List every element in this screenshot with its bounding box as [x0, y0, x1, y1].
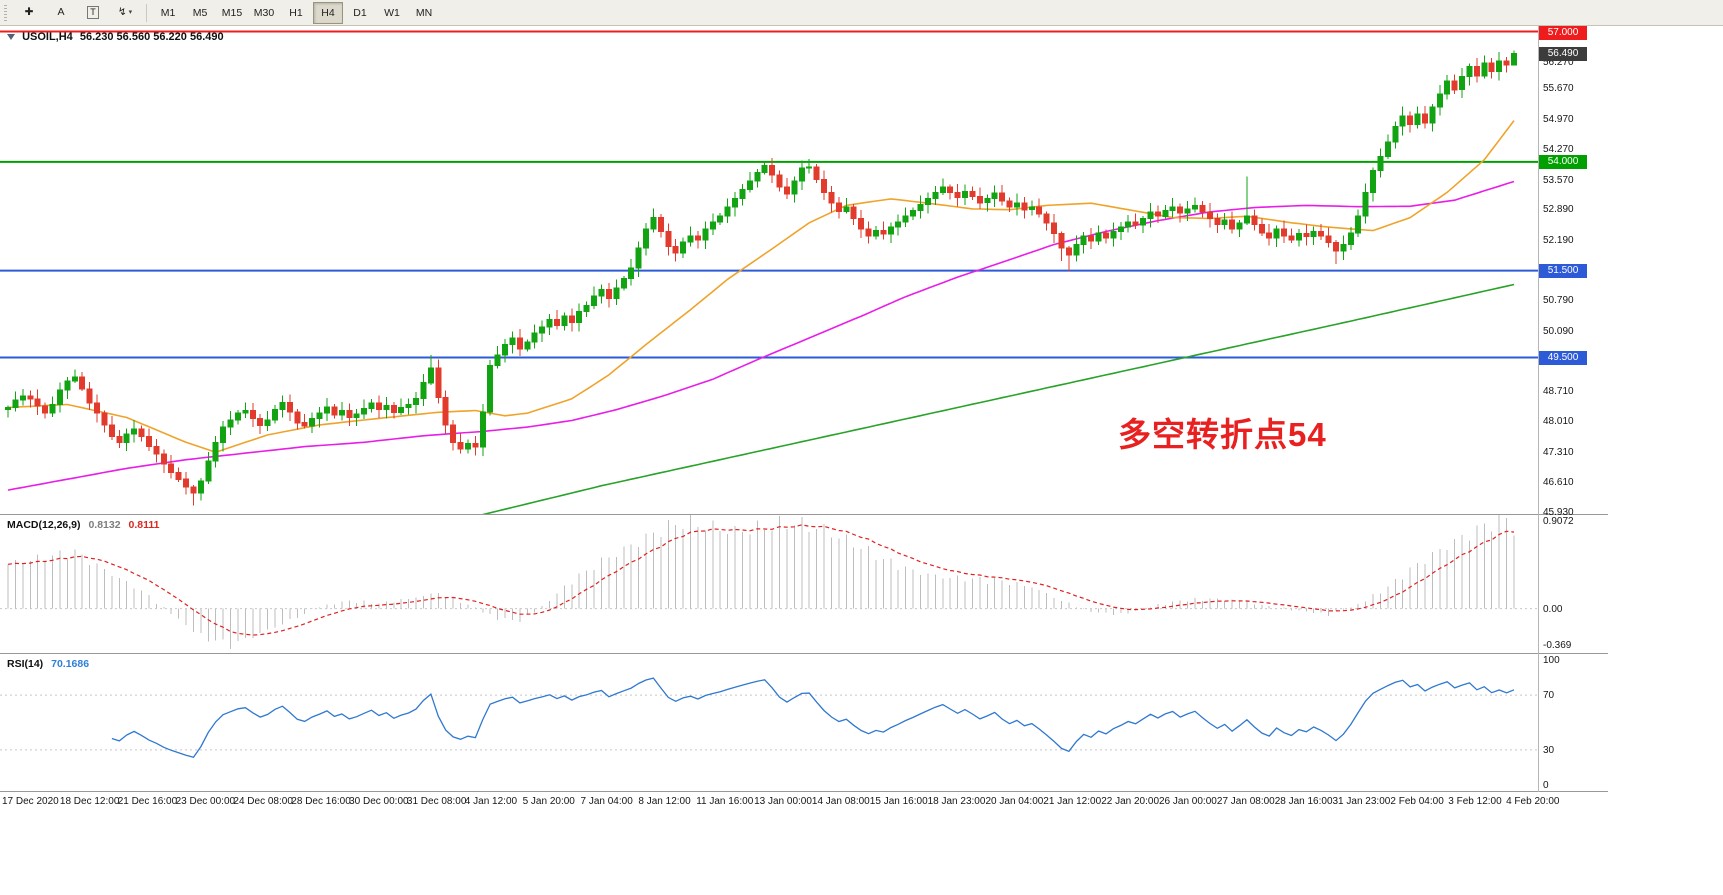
- rsi-line: [111, 677, 1515, 758]
- time-axis-label: 20 Jan 04:00: [985, 796, 1044, 807]
- time-axis-label: 18 Dec 12:00: [59, 796, 120, 807]
- timeframe-m30-button[interactable]: M30: [253, 6, 275, 19]
- time-axis-label: 22 Jan 20:00: [1101, 796, 1160, 807]
- time-axis-label: 7 Jan 04:00: [580, 796, 633, 807]
- toolbar: ✚ A T ↯ ▾ M1 M5 M15 M30 H1 H4 D1 W1 MN: [0, 0, 1723, 26]
- bearish-candles-layer: [27, 56, 1510, 506]
- pane-splitter[interactable]: [0, 653, 1608, 654]
- time-axis-label: 14 Jan 08:00: [811, 796, 870, 807]
- time-axis-label: 4 Feb 20:00: [1506, 796, 1560, 807]
- chart-annotation-text[interactable]: 多空转折点54: [1118, 416, 1327, 453]
- ma-mid-magenta-line: [7, 180, 1515, 491]
- crosshair-button[interactable]: ✚: [24, 6, 34, 19]
- macd-name: MACD(12,26,9): [7, 519, 81, 531]
- time-axis-label: 15 Jan 16:00: [869, 796, 928, 807]
- ohlc-values: 56.230 56.560 56.220 56.490: [79, 31, 224, 43]
- ma-slow-green-line: [481, 283, 1515, 514]
- time-axis-label: 5 Jan 20:00: [522, 796, 575, 807]
- price-axis-separator: [1538, 25, 1539, 792]
- text-label-icon: T: [87, 6, 99, 20]
- rsi-name: RSI(14): [7, 658, 44, 670]
- time-axis-label: 21 Dec 16:00: [117, 796, 178, 807]
- time-axis-label: 23 Dec 00:00: [175, 796, 236, 807]
- symbol-ohlc-header: USOIL,H4 56.230 56.560 56.220 56.490: [7, 31, 228, 43]
- time-axis-label: 2 Feb 04:00: [1390, 796, 1444, 807]
- dropdown-caret-icon: ▾: [128, 9, 133, 17]
- time-axis-label: 31 Dec 08:00: [406, 796, 467, 807]
- time-axis-label: 27 Jan 08:00: [1216, 796, 1275, 807]
- timeframe-h4-button[interactable]: H4: [313, 1, 343, 24]
- time-axis-separator: [0, 791, 1608, 792]
- macd-indicator-label: MACD(12,26,9) 0.8132 0.8111: [7, 519, 159, 531]
- text-annotation-button[interactable]: A: [57, 6, 65, 19]
- time-axis-label: 11 Jan 16:00: [696, 796, 754, 807]
- drawing-tools-group: ✚ A T ↯ ▾: [13, 1, 141, 24]
- macd-signal-value: 0.8111: [128, 519, 160, 531]
- timeframe-m5-button[interactable]: M5: [192, 6, 208, 19]
- time-axis-label: 13 Jan 00:00: [754, 796, 812, 807]
- time-axis-label: 17 Dec 2020: [2, 796, 59, 807]
- time-axis-label: 28 Dec 16:00: [291, 796, 351, 807]
- ma-fast-orange-line: [7, 120, 1515, 454]
- symbol-label: USOIL,H4: [22, 31, 73, 43]
- pane-splitter[interactable]: [0, 514, 1608, 515]
- time-axis-label: 28 Jan 16:00: [1274, 796, 1333, 807]
- macd-signal-line: [7, 524, 1515, 636]
- macd-main-value: 0.8132: [88, 519, 121, 531]
- timeframe-buttons-group: M1 M5 M15 M30 H1 H4 D1 W1 MN: [152, 1, 440, 24]
- timeframe-d1-button[interactable]: D1: [353, 6, 367, 19]
- timeframe-h1-button[interactable]: H1: [289, 6, 303, 19]
- toolbar-separator: [146, 3, 147, 22]
- rsi-indicator-label: RSI(14) 70.1686: [7, 658, 89, 670]
- time-axis-label: 8 Jan 12:00: [638, 796, 691, 807]
- macd-histogram: [7, 515, 1515, 649]
- time-axis-label: 3 Feb 12:00: [1448, 796, 1502, 807]
- cycle-lines-button[interactable]: ↯ ▾: [117, 6, 133, 19]
- time-axis-label: 4 Jan 12:00: [464, 796, 518, 807]
- timeframe-m15-button[interactable]: M15: [221, 6, 243, 19]
- time-axis[interactable]: 17 Dec 2020 18 Dec 12:00 21 Dec 16:00 23 De…: [0, 794, 1608, 812]
- main-price-pane[interactable]: [0, 25, 1538, 514]
- text-label-button[interactable]: T: [78, 2, 108, 24]
- time-axis-label: 30 Dec 00:00: [349, 796, 409, 807]
- rsi-pane[interactable]: [0, 654, 1538, 791]
- macd-pane[interactable]: [0, 515, 1538, 653]
- price-axis[interactable]: [1539, 25, 1608, 792]
- time-axis-label: 31 Jan 23:00: [1332, 796, 1391, 807]
- bullish-candles-layer: [5, 50, 1517, 501]
- time-axis-label: 18 Jan 23:00: [927, 796, 986, 807]
- timeframe-m1-button[interactable]: M1: [160, 6, 176, 19]
- toolbar-grip[interactable]: [4, 4, 7, 21]
- time-axis-label: 26 Jan 00:00: [1159, 796, 1217, 807]
- symbol-marker-icon: [7, 34, 15, 40]
- rsi-value: 70.1686: [51, 658, 90, 670]
- timeframe-mn-button[interactable]: MN: [415, 6, 433, 19]
- time-axis-label: 21 Jan 12:00: [1043, 796, 1102, 807]
- time-axis-label: 24 Dec 08:00: [233, 796, 293, 807]
- timeframe-w1-button[interactable]: W1: [384, 6, 400, 19]
